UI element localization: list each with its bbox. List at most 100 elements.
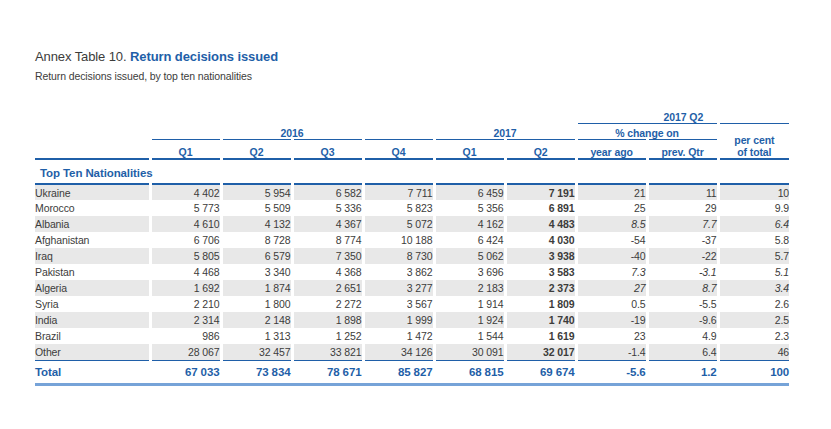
nationality-cell: Iraq bbox=[35, 248, 150, 264]
value-cell: 4 468 bbox=[150, 264, 221, 280]
value-cell: -3.1 bbox=[647, 264, 718, 280]
value-cell: 2 183 bbox=[434, 280, 505, 296]
table-row-iraq: Iraq5 8056 5797 3508 7305 0623 938-40-22… bbox=[35, 248, 789, 264]
value-cell: 8 774 bbox=[292, 232, 363, 248]
value-cell: 8 728 bbox=[221, 232, 292, 248]
value-cell: 5.7 bbox=[718, 248, 789, 264]
value-cell: -1.4 bbox=[576, 344, 647, 360]
value-cell: 8 730 bbox=[363, 248, 434, 264]
value-cell: 2 272 bbox=[292, 296, 363, 312]
header-q1-2017: Q1 bbox=[434, 139, 505, 159]
value-cell: 5 773 bbox=[150, 200, 221, 216]
nationality-cell: Morocco bbox=[35, 200, 150, 216]
header-q2-2017: Q2 bbox=[505, 139, 576, 159]
value-cell: -54 bbox=[576, 232, 647, 248]
value-cell: 6 706 bbox=[150, 232, 221, 248]
value-cell: 2 651 bbox=[292, 280, 363, 296]
table-row-syria: Syria2 2101 8002 2723 5671 9141 8090.5-5… bbox=[35, 296, 789, 312]
table-row-brazil: Brazil9861 3131 2521 4721 5441 619234.92… bbox=[35, 328, 789, 344]
value-cell: 11 bbox=[647, 184, 718, 200]
table-row-algeria: Algeria1 6921 8742 6513 2772 1832 373278… bbox=[35, 280, 789, 296]
value-cell: 69 674 bbox=[505, 360, 576, 384]
value-cell: 4 367 bbox=[292, 216, 363, 232]
value-cell: 3 567 bbox=[363, 296, 434, 312]
value-cell: 8.5 bbox=[576, 216, 647, 232]
value-cell: 5 805 bbox=[150, 248, 221, 264]
value-cell: 1 544 bbox=[434, 328, 505, 344]
value-cell: 32 457 bbox=[221, 344, 292, 360]
table-body: Ukraine4 4025 9546 5827 7116 4597 191211… bbox=[35, 184, 789, 384]
header-prev-qtr: prev. Qtr bbox=[647, 139, 718, 159]
value-cell: 46 bbox=[718, 344, 789, 360]
value-cell: 7 191 bbox=[505, 184, 576, 200]
value-cell: 5 062 bbox=[434, 248, 505, 264]
table-row-india: India2 3142 1481 8981 9991 9241 740-19-9… bbox=[35, 312, 789, 328]
value-cell: -9.6 bbox=[647, 312, 718, 328]
value-cell: 4 368 bbox=[292, 264, 363, 280]
value-cell: 4 162 bbox=[434, 216, 505, 232]
header-q4-2016: Q4 bbox=[363, 139, 434, 159]
value-cell: 1 619 bbox=[505, 328, 576, 344]
value-cell: 1 874 bbox=[221, 280, 292, 296]
value-cell: 3 340 bbox=[221, 264, 292, 280]
value-cell: 32 017 bbox=[505, 344, 576, 360]
value-cell: 3 583 bbox=[505, 264, 576, 280]
value-cell: 1 924 bbox=[434, 312, 505, 328]
table-row-afghanistan: Afghanistan6 7068 7288 77410 1886 4244 0… bbox=[35, 232, 789, 248]
value-cell: 3 938 bbox=[505, 248, 576, 264]
header-q2-2016: Q2 bbox=[221, 139, 292, 159]
value-cell: 6 459 bbox=[434, 184, 505, 200]
page-subtitle: Return decisions issued, by top ten nati… bbox=[35, 70, 831, 83]
nationality-cell: Albania bbox=[35, 216, 150, 232]
value-cell: 5.1 bbox=[718, 264, 789, 280]
nationality-cell: Other bbox=[35, 344, 150, 360]
value-cell: 3 862 bbox=[363, 264, 434, 280]
value-cell: 9.9 bbox=[718, 200, 789, 216]
table-row-pakistan: Pakistan4 4683 3404 3683 8623 6963 5837.… bbox=[35, 264, 789, 280]
table-row-other: Other28 06732 45733 82134 12630 09132 01… bbox=[35, 344, 789, 360]
value-cell: 73 834 bbox=[221, 360, 292, 384]
page-title: Annex Table 10. Return decisions issued bbox=[35, 49, 831, 65]
header-q3-2016: Q3 bbox=[292, 139, 363, 159]
total-row: Total67 03373 83478 67185 82768 81569 67… bbox=[35, 360, 789, 384]
return-decisions-table: 2017 Q2 2016 2017 % change on per cent o… bbox=[35, 105, 789, 386]
value-cell: 5 356 bbox=[434, 200, 505, 216]
value-cell: 4 610 bbox=[150, 216, 221, 232]
value-cell: 10 188 bbox=[363, 232, 434, 248]
value-cell: 1 252 bbox=[292, 328, 363, 344]
header-per-cent-of-total: per cent of total bbox=[718, 123, 789, 159]
nationality-cell: Syria bbox=[35, 296, 150, 312]
value-cell: 4 483 bbox=[505, 216, 576, 232]
value-cell: 1 800 bbox=[221, 296, 292, 312]
value-cell: 5 336 bbox=[292, 200, 363, 216]
value-cell: 10 bbox=[718, 184, 789, 200]
nationality-cell: Afghanistan bbox=[35, 232, 150, 248]
value-cell: 1 472 bbox=[363, 328, 434, 344]
value-cell: 4.9 bbox=[647, 328, 718, 344]
value-cell: 6 582 bbox=[292, 184, 363, 200]
value-cell: 5 823 bbox=[363, 200, 434, 216]
value-cell: 25 bbox=[576, 200, 647, 216]
document-page: Annex Table 10. Return decisions issued … bbox=[0, 0, 831, 386]
value-cell: 6 424 bbox=[434, 232, 505, 248]
value-cell: 1 809 bbox=[505, 296, 576, 312]
value-cell: 1.2 bbox=[647, 360, 718, 384]
value-cell: -5.5 bbox=[647, 296, 718, 312]
header-year-ago: year ago bbox=[576, 139, 647, 159]
value-cell: 27 bbox=[576, 280, 647, 296]
value-cell: 8.7 bbox=[647, 280, 718, 296]
value-cell: 7.7 bbox=[647, 216, 718, 232]
value-cell: 4 030 bbox=[505, 232, 576, 248]
table-row-ukraine: Ukraine4 4025 9546 5827 7116 4597 191211… bbox=[35, 184, 789, 200]
header-spacer bbox=[35, 105, 576, 123]
value-cell: 23 bbox=[576, 328, 647, 344]
header-spacer bbox=[35, 139, 150, 159]
value-cell: 2.3 bbox=[718, 328, 789, 344]
value-cell: 5 072 bbox=[363, 216, 434, 232]
value-cell: 7.3 bbox=[576, 264, 647, 280]
value-cell: 6 891 bbox=[505, 200, 576, 216]
value-cell: 4 132 bbox=[221, 216, 292, 232]
value-cell: 5 509 bbox=[221, 200, 292, 216]
nationality-cell: Total bbox=[35, 360, 150, 384]
value-cell: 7 711 bbox=[363, 184, 434, 200]
